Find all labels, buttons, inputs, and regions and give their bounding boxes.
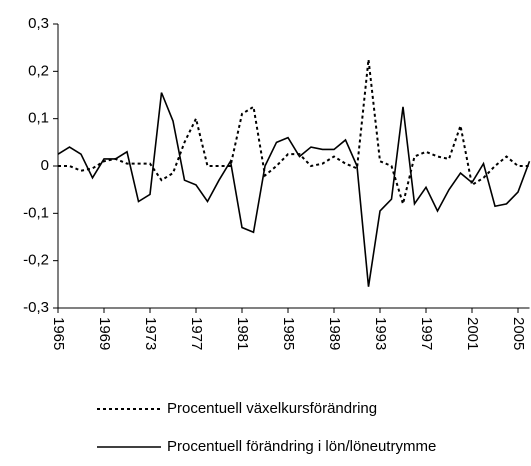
x-tick-label: 1985: [280, 317, 297, 350]
y-tick-label: 0: [41, 157, 49, 174]
y-tick-label: -0,1: [23, 204, 49, 221]
line-series: [58, 59, 530, 208]
y-tick-label: 0,2: [28, 62, 49, 79]
y-tick-label: -0,3: [23, 299, 49, 316]
legend-label: Procentuell växelkursförändring: [167, 400, 377, 417]
x-tick-label: 1993: [372, 317, 389, 350]
line-series: [57, 92, 531, 287]
x-tick-label: 2005: [510, 317, 527, 350]
legend-label: Procentuell förändring i lön/löneutrymme: [167, 438, 436, 455]
y-tick-label: 0,3: [28, 15, 49, 32]
y-tick-label: -0,2: [23, 252, 49, 269]
y-tick-label: 0,1: [28, 110, 49, 127]
x-tick-label: 1977: [188, 317, 205, 350]
x-tick-label: 1973: [142, 317, 159, 350]
x-tick-label: 1981: [234, 317, 251, 350]
x-tick-label: 1989: [326, 317, 343, 350]
x-tick-label: 2001: [464, 317, 481, 350]
x-tick-label: 1997: [418, 317, 435, 350]
x-tick-label: 1965: [50, 317, 67, 350]
x-tick-label: 1969: [96, 317, 113, 350]
